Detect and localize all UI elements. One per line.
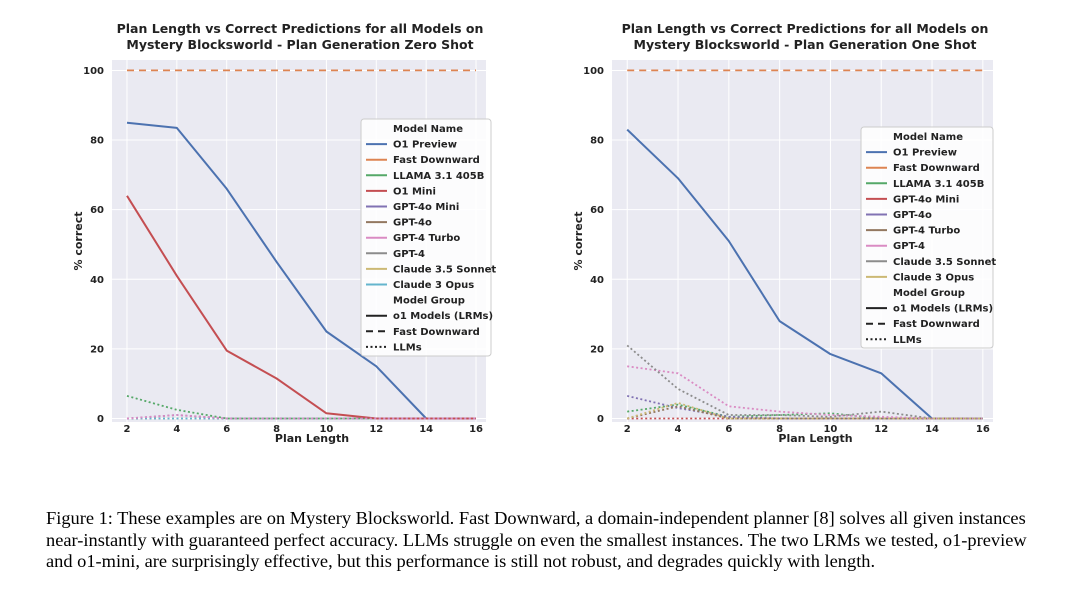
x-tick-label-16: 16 xyxy=(976,424,990,435)
y-tick-label-80: 80 xyxy=(90,136,104,147)
legend-label-group-llms: LLMs xyxy=(893,335,922,346)
legend-label-fast-downward: Fast Downward xyxy=(893,163,980,174)
legend-label-group-fast-downward: Fast Downward xyxy=(393,327,480,338)
x-tick-label-16: 16 xyxy=(469,424,483,435)
chart-title-line-1: Plan Length vs Correct Predictions for a… xyxy=(622,21,989,36)
chart-title-line-2: Mystery Blocksworld - Plan Generation On… xyxy=(634,37,977,52)
y-tick-label-0: 0 xyxy=(597,414,604,425)
legend-title-model-group: Model Group xyxy=(893,288,965,299)
figure-caption: Figure 1: These examples are on Mystery … xyxy=(46,508,1027,571)
legend-box xyxy=(360,118,492,357)
y-axis-label: % correct xyxy=(72,211,85,270)
legend-label-gpt-4: GPT-4 xyxy=(393,249,425,260)
legend-label-llama-3-1-405b: LLAMA 3.1 405B xyxy=(893,179,984,190)
series-line-o1-preview xyxy=(626,128,983,420)
x-axis-label: Plan Length xyxy=(275,432,349,445)
y-tick-label-100: 100 xyxy=(583,66,604,77)
y-tick-label-20: 20 xyxy=(90,344,104,355)
y-tick-label-40: 40 xyxy=(90,275,104,286)
x-tick-label-4: 4 xyxy=(173,424,180,435)
chart-zero-shot: Plan Length vs Correct Predictions for a… xyxy=(72,21,496,445)
legend-title-model-name: Model Name xyxy=(393,124,463,135)
legend-label-claude-3-opus: Claude 3 Opus xyxy=(393,280,474,291)
x-tick-label-6: 6 xyxy=(725,424,732,435)
legend-label-group-o1-models-lrms: o1 Models (LRMs) xyxy=(393,311,493,322)
x-axis-label: Plan Length xyxy=(778,432,852,445)
series-line-o1-preview xyxy=(126,121,476,420)
legend-label-o1-mini: O1 Mini xyxy=(393,186,436,197)
x-tick-label-2: 2 xyxy=(123,424,130,435)
legend-title-model-group: Model Group xyxy=(393,296,465,307)
series-line-o1-mini xyxy=(126,195,476,420)
y-tick-label-20: 20 xyxy=(590,344,604,355)
legend-title-model-name: Model Name xyxy=(893,132,963,143)
legend-label-llama-3-1-405b: LLAMA 3.1 405B xyxy=(393,171,484,182)
legend-label-gpt-4o-mini: GPT-4o Mini xyxy=(893,194,959,205)
y-tick-label-80: 80 xyxy=(590,136,604,147)
legend-label-gpt-4o: GPT-4o xyxy=(893,210,932,221)
x-tick-label-8: 8 xyxy=(273,424,280,435)
chart-title-line-1: Plan Length vs Correct Predictions for a… xyxy=(117,21,484,36)
x-tick-label-12: 12 xyxy=(369,424,383,435)
x-tick-label-12: 12 xyxy=(874,424,888,435)
y-tick-label-40: 40 xyxy=(590,275,604,286)
chart-one-shot: Plan Length vs Correct Predictions for a… xyxy=(572,21,996,445)
legend-label-claude-3-5-sonnet: Claude 3.5 Sonnet xyxy=(393,264,496,275)
legend-label-gpt-4-turbo: GPT-4 Turbo xyxy=(393,233,460,244)
series-line-gpt-4-turbo xyxy=(626,405,983,420)
legend-label-gpt-4o: GPT-4o xyxy=(393,218,432,229)
legend-label-group-fast-downward: Fast Downward xyxy=(893,319,980,330)
legend-label-claude-3-5-sonnet: Claude 3.5 Sonnet xyxy=(893,257,996,268)
legend-label-claude-3-opus: Claude 3 Opus xyxy=(893,272,974,283)
legend-label-o1-preview: O1 Preview xyxy=(893,148,957,159)
x-tick-label-4: 4 xyxy=(675,424,682,435)
legend-label-group-llms: LLMs xyxy=(393,342,422,353)
legend-box xyxy=(860,126,994,349)
x-tick-label-14: 14 xyxy=(925,424,939,435)
y-tick-label-0: 0 xyxy=(97,414,104,425)
x-tick-label-10: 10 xyxy=(319,424,333,435)
x-tick-label-6: 6 xyxy=(223,424,230,435)
x-tick-label-8: 8 xyxy=(776,424,783,435)
legend-label-gpt-4-turbo: GPT-4 Turbo xyxy=(893,226,960,237)
y-tick-label-60: 60 xyxy=(90,205,104,216)
y-tick-label-60: 60 xyxy=(590,205,604,216)
legend-label-group-o1-models-lrms: o1 Models (LRMs) xyxy=(893,304,993,315)
legend-label-gpt-4: GPT-4 xyxy=(893,241,925,252)
legend-label-gpt-4o-mini: GPT-4o Mini xyxy=(393,202,459,213)
y-tick-label-100: 100 xyxy=(83,66,104,77)
legend-label-o1-preview: O1 Preview xyxy=(393,140,457,151)
legend-label-fast-downward: Fast Downward xyxy=(393,155,480,166)
y-axis-label: % correct xyxy=(572,211,585,270)
x-tick-label-10: 10 xyxy=(823,424,837,435)
x-tick-label-2: 2 xyxy=(624,424,631,435)
chart-title-line-2: Mystery Blocksworld - Plan Generation Ze… xyxy=(126,37,473,52)
x-tick-label-14: 14 xyxy=(419,424,433,435)
